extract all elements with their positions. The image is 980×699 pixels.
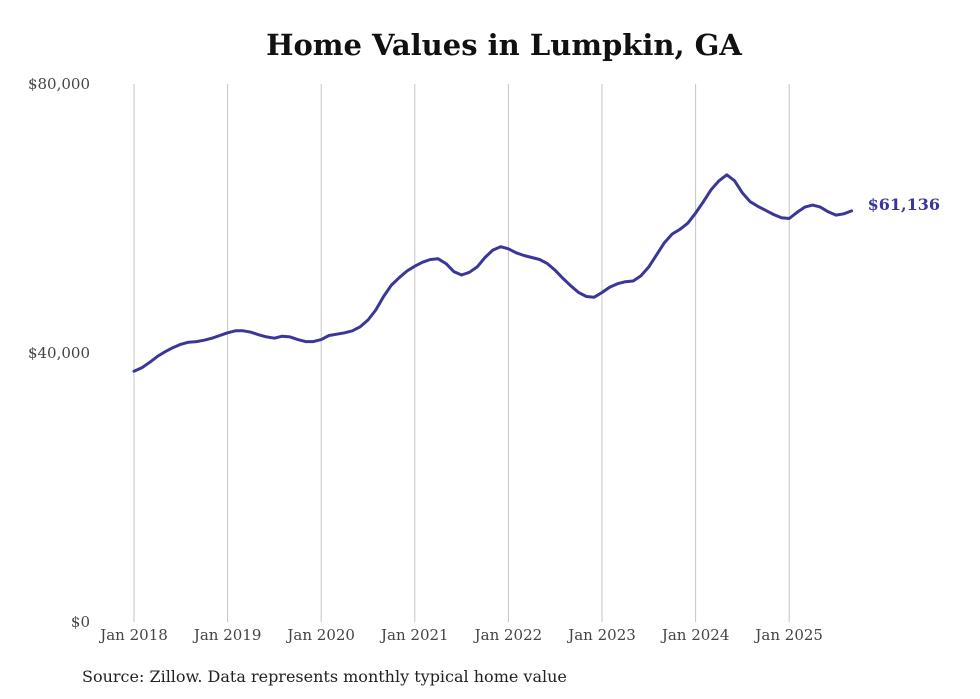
x-tick-label: Jan 2021 — [379, 626, 449, 644]
x-axis-ticks: Jan 2018 Jan 2019 Jan 2020 Jan 2021 Jan 2022… — [98, 626, 823, 644]
x-tick-label: Jan 2023 — [566, 626, 636, 644]
x-tick-label: Jan 2022 — [473, 626, 543, 644]
series-line — [132, 173, 854, 373]
y-tick-label: $80,000 — [28, 75, 90, 93]
data-labels: $61,136 — [868, 195, 940, 214]
y-tick-label: $0 — [71, 613, 90, 631]
x-tick-label: Jan 2020 — [285, 626, 355, 644]
source-note: Source: Zillow. Data represents monthly … — [82, 667, 567, 686]
y-tick-label: $40,000 — [28, 344, 90, 362]
gridlines — [133, 84, 790, 622]
end-value-label: $61,136 — [868, 195, 940, 214]
x-tick-label: Jan 2024 — [660, 626, 730, 644]
series-layer — [132, 173, 854, 373]
x-tick-label: Jan 2018 — [98, 626, 168, 644]
y-axis-ticks: $0 $40,000 $80,000 — [28, 75, 90, 631]
chart-title: Home Values in Lumpkin, GA — [266, 28, 742, 62]
x-tick-label: Jan 2019 — [192, 626, 262, 644]
x-tick-label: Jan 2025 — [753, 626, 823, 644]
